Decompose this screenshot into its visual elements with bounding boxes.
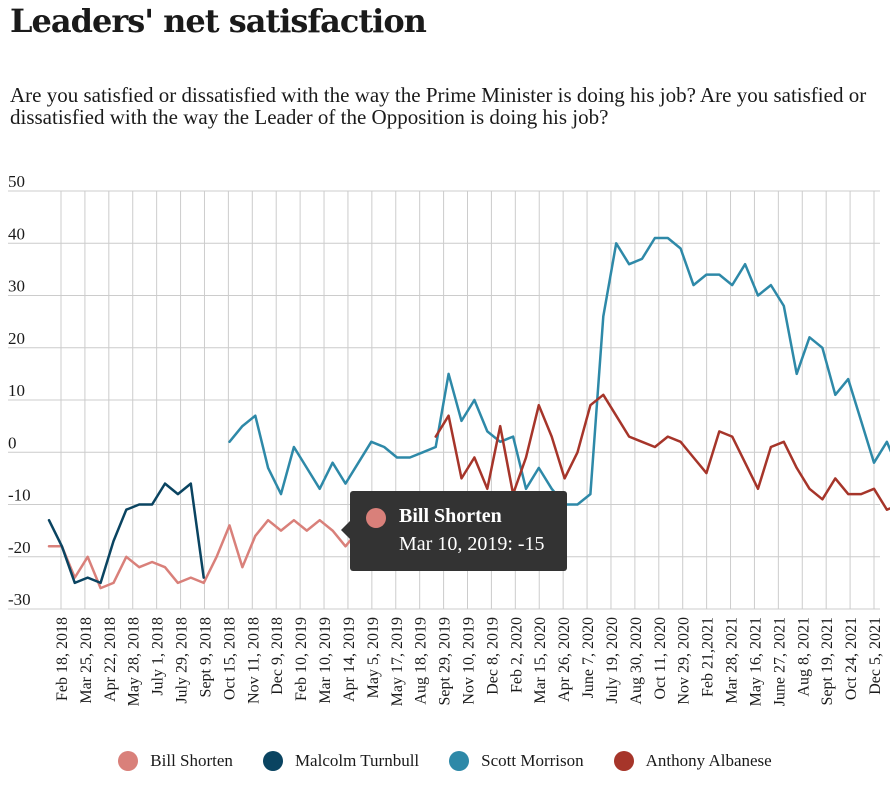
series-line-malcolm-turnbull[interactable] (47, 482, 205, 585)
legend-label: Malcolm Turnbull (294, 751, 420, 770)
tooltip-value-line: Mar 10, 2019: -15 (399, 533, 545, 556)
x-tick-label: Oct 15, 2018 (221, 617, 238, 700)
series-line-bill-shorten[interactable] (47, 518, 386, 590)
y-tick-label: 10 (8, 381, 25, 400)
legend-swatch (613, 751, 634, 771)
x-tick-label: July 19, 2020 (604, 617, 621, 704)
x-tick-label: Nov 11, 2018 (245, 617, 262, 704)
x-tick-label: June 27, 2021 (771, 617, 788, 706)
x-tick-label: Oct 24, 2021 (843, 617, 860, 700)
series-line-anthony-albanese[interactable] (434, 393, 890, 511)
x-tick-label: Feb 10, 2019 (293, 617, 310, 701)
legend-item-bill-shorten[interactable]: Bill Shorten (118, 751, 233, 771)
y-tick-label: -30 (8, 590, 31, 609)
legend-item-scott-morrison[interactable]: Scott Morrison (449, 751, 584, 771)
legend-label: Bill Shorten (150, 751, 233, 770)
x-tick-label: Feb 2, 2020 (508, 617, 525, 693)
tooltip-date: Mar 10, 2019 (399, 533, 508, 555)
x-tick-label: Dec 5, 2021 (867, 617, 884, 695)
tooltip-separator: : (507, 533, 518, 555)
x-tick-label: Nov 29, 2020 (676, 617, 693, 705)
tooltip-value: -15 (517, 533, 545, 555)
legend-swatch (118, 751, 139, 771)
y-axis: 50 40 30 20 10 0 -10 -20 -30 (8, 172, 31, 609)
x-tick-label: Dec 9, 2018 (269, 617, 286, 695)
tooltip-arrow (341, 521, 350, 539)
x-tick-label: Dec 8, 2019 (484, 617, 501, 695)
x-tick-label: Apr 26, 2020 (556, 617, 573, 702)
series-lines (47, 236, 890, 590)
x-tick-label: June 7, 2020 (580, 617, 597, 698)
tooltip-series-dot (366, 508, 386, 528)
legend-label: Scott Morrison (481, 751, 584, 770)
x-tick-label: Nov 10, 2019 (461, 617, 478, 705)
x-tick-label: Aug 30, 2020 (628, 617, 645, 705)
x-tick-label: Feb 21,2021 (700, 617, 717, 697)
y-tick-label: -20 (8, 538, 31, 557)
legend-item-malcolm-turnbull[interactable]: Malcolm Turnbull (262, 751, 420, 771)
chart-legend: Bill Shorten Malcolm Turnbull Scott Morris… (0, 748, 890, 774)
x-tick-label: Aug 18, 2019 (413, 617, 430, 705)
tooltip-series-name: Bill Shorten (399, 505, 502, 527)
x-tick-label: July 1, 2018 (150, 617, 167, 696)
x-tick-label: July 29, 2018 (174, 617, 191, 704)
x-tick-label: Mar 28, 2021 (724, 617, 741, 704)
y-tick-label: 50 (8, 172, 25, 191)
x-tick-label: Mar 15, 2020 (532, 617, 549, 704)
x-tick-label: May 17, 2019 (389, 617, 406, 706)
x-tick-label: Aug 8, 2021 (795, 617, 812, 697)
x-tick-label: Apr 22, 2018 (102, 617, 119, 702)
legend-swatch (262, 751, 283, 771)
x-tick-label: Sept 19, 2021 (819, 617, 836, 705)
x-tick-label: Oct 11, 2020 (652, 617, 669, 700)
x-tick-label: Sept 29, 2019 (437, 617, 454, 705)
y-tick-label: 0 (8, 433, 17, 452)
x-tick-label: May 16, 2021 (747, 617, 764, 706)
x-tick-label: Sept 9, 2018 (197, 617, 214, 697)
y-tick-label: 20 (8, 329, 25, 348)
x-tick-label: Mar 10, 2019 (317, 617, 334, 704)
x-axis: Feb 18, 2018 Mar 25, 2018 Apr 22, 2018 May … (54, 617, 884, 706)
x-tick-label: May 28, 2018 (126, 617, 143, 706)
legend-swatch (449, 751, 470, 771)
legend-item-anthony-albanese[interactable]: Anthony Albanese (613, 751, 772, 771)
legend-label: Anthony Albanese (645, 751, 772, 770)
series-line-scott-morrison[interactable] (228, 236, 890, 506)
x-tick-label: Apr 14, 2019 (341, 617, 358, 702)
x-tick-label: Mar 25, 2018 (78, 617, 95, 704)
y-tick-label: -10 (8, 486, 31, 505)
y-tick-label: 40 (8, 224, 25, 243)
x-tick-label: Feb 18, 2018 (54, 617, 71, 701)
y-tick-label: 30 (8, 277, 25, 296)
chart-tooltip: Bill Shorten Mar 10, 2019: -15 (341, 491, 567, 571)
chart-title: Leaders' net satisfaction (10, 2, 427, 40)
chart-subtitle: Are you satisfied or dissatisfied with t… (10, 83, 867, 129)
x-tick-label: May 5, 2019 (365, 617, 382, 698)
